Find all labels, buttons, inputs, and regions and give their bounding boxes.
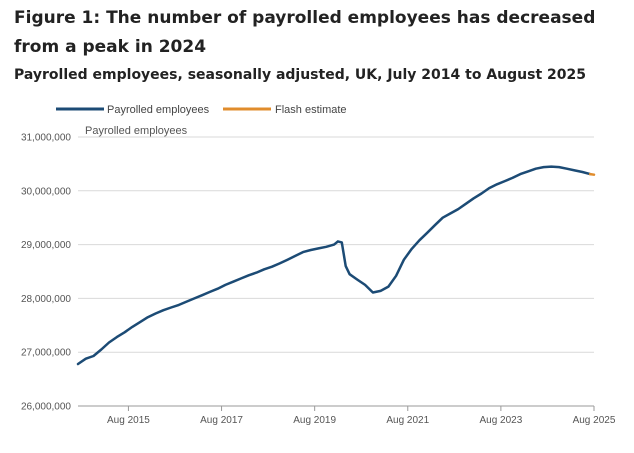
x-tick-label: Aug 2015 — [107, 415, 150, 426]
legend-label-payrolled: Payrolled employees — [107, 104, 210, 116]
x-axis: Aug 2015 Aug 2017 Aug 2019 Aug 2021 Aug 2023… — [107, 406, 616, 426]
y-tick-label: 30,000,000 — [21, 186, 71, 197]
y-tick-label: 31,000,000 — [21, 133, 71, 144]
line-chart: Payrolled employees Flash estimate Payro… — [21, 104, 616, 426]
series-line-flash — [588, 172, 596, 176]
y-axis-ticks: 26,000,000 27,000,000 28,000,000 29,000,000… — [21, 133, 71, 413]
legend: Payrolled employees Flash estimate — [56, 104, 347, 116]
y-axis-title: Payrolled employees — [85, 125, 188, 137]
x-tick-label: Aug 2017 — [200, 415, 243, 426]
y-tick-label: 26,000,000 — [21, 402, 71, 413]
x-tick-label: Aug 2019 — [293, 415, 336, 426]
legend-label-flash: Flash estimate — [275, 104, 347, 116]
series-lines — [76, 165, 596, 366]
x-tick-label: Aug 2021 — [386, 415, 429, 426]
series-line-payrolled — [76, 165, 592, 366]
y-tick-label: 29,000,000 — [21, 240, 71, 251]
figure-title: Figure 1: The number of payrolled employ… — [14, 8, 596, 57]
y-tick-label: 27,000,000 — [21, 348, 71, 359]
figure-subtitle: Payrolled employees, seasonally adjusted… — [14, 67, 586, 83]
x-tick-label: Aug 2025 — [573, 415, 616, 426]
x-tick-label: Aug 2023 — [479, 415, 522, 426]
y-tick-label: 28,000,000 — [21, 294, 71, 305]
gridlines — [78, 136, 594, 407]
